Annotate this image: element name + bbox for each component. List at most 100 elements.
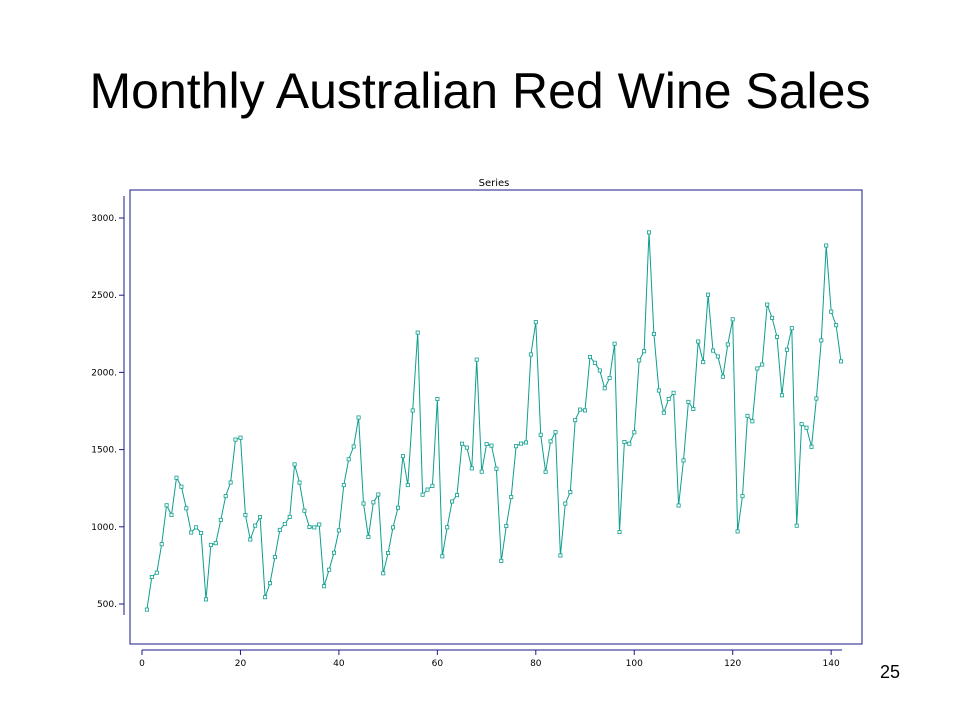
data-point [553,430,558,435]
data-point [514,444,519,449]
y-axis-ticks: 500. 1000. 1500. 2000. 2500. 3000. [91,214,124,610]
data-point [189,530,194,535]
data-point [543,469,548,474]
data-point [720,374,725,379]
data-point [243,513,248,518]
data-point [765,302,770,307]
data-point [184,506,189,511]
data-point [479,469,484,474]
y-tick-label: 3000. [91,214,117,224]
data-point [164,503,169,508]
data-point [839,359,844,364]
data-point [706,292,711,297]
data-point [336,528,341,533]
y-tick-label: 500. [97,600,117,610]
data-point [317,522,322,527]
x-axis-ticks: 0 20 40 60 80 100 120 140 [139,650,840,669]
data-point [159,542,164,547]
data-point [819,338,824,343]
data-point [327,567,332,572]
data-point [174,475,179,480]
data-point [435,396,440,401]
data-point [277,527,282,532]
y-tick-label: 2500. [91,291,117,301]
data-point [381,571,386,576]
data-point [346,457,351,462]
data-point [745,413,750,418]
x-tick-label: 80 [530,659,542,669]
data-point [356,415,361,420]
data-point [302,508,307,513]
x-tick-label: 100 [626,659,643,669]
data-point [558,553,563,558]
data-point [445,525,450,530]
data-point [474,357,479,362]
data-point [331,550,336,555]
data-point [169,512,174,517]
x-tick-label: 140 [823,659,840,669]
data-point [499,558,504,563]
data-point [583,408,588,413]
y-tick-label: 1500. [91,446,117,456]
data-point [208,542,213,547]
data-point [450,499,455,504]
series-group [144,230,844,612]
data-point [376,492,381,497]
series-line [146,232,842,610]
data-point [361,501,366,506]
data-point [203,597,208,602]
data-point [794,523,799,528]
data-point [637,358,642,363]
data-point [213,541,218,546]
data-point [563,501,568,506]
data-point [691,406,696,411]
data-point [528,352,533,357]
page-number: 25 [880,662,901,682]
data-point [263,595,268,600]
x-tick-label: 60 [432,659,444,669]
data-point [760,362,765,367]
data-point [272,555,277,560]
data-point [573,418,578,423]
y-tick-label: 1000. [91,523,117,533]
data-point [568,490,573,495]
y-tick-label: 2000. [91,368,117,378]
plot-frame [129,189,863,645]
data-point [656,388,661,393]
data-point [253,523,258,528]
data-point [533,320,538,325]
data-point [661,410,666,415]
data-point [390,525,395,530]
data-point [632,430,637,435]
data-point [789,326,794,331]
data-point [504,524,509,529]
data-point [715,354,720,359]
data-point [696,339,701,344]
data-point [307,525,312,530]
data-point [730,317,735,322]
data-point [415,330,420,335]
data-point [228,480,233,485]
chart-title: Series [479,178,510,189]
data-point [258,515,263,520]
data-point [671,390,676,395]
data-point [366,535,371,540]
data-point [607,375,612,380]
data-point [494,466,499,471]
data-point [524,440,529,445]
data-point [799,422,804,427]
data-point [440,554,445,559]
data-point [405,483,410,488]
data-point [829,309,834,314]
data-point [651,331,656,336]
data-point [400,454,405,459]
data-point [459,441,464,446]
data-point [775,334,780,339]
data-point [425,487,430,492]
x-tick-label: 120 [724,659,741,669]
data-point [297,480,302,485]
data-point [149,575,154,580]
data-point [642,349,647,354]
slide-title: Monthly Australian Red Wine Sales [89,63,871,119]
